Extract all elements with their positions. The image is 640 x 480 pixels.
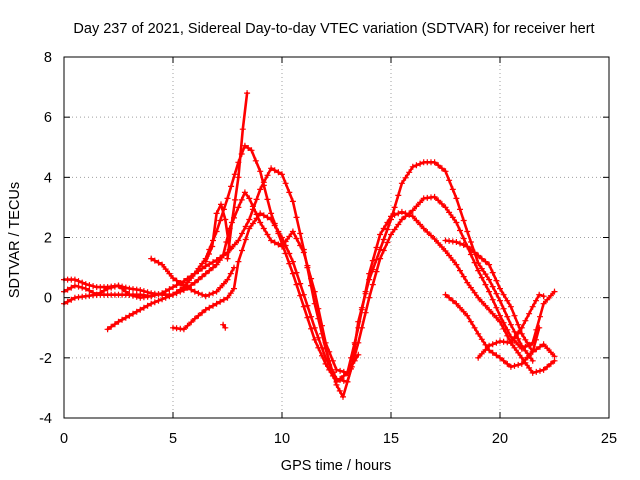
series-line <box>62 144 556 384</box>
plus-markers <box>442 291 543 370</box>
series-track-5 <box>224 90 251 262</box>
plus-markers <box>104 189 362 376</box>
labels: Day 237 of 2021, Sidereal Day-to-day VTE… <box>7 21 595 474</box>
ticks: 0 5 10 15 20 25 -4 -2 0 2 4 6 8 <box>39 50 617 447</box>
plus-markers <box>224 90 251 262</box>
y-tick-label: -4 <box>39 411 52 427</box>
y-tick-label: 2 <box>44 231 52 247</box>
y-tick-label: 0 <box>44 291 52 307</box>
chart-title: Day 237 of 2021, Sidereal Day-to-day VTE… <box>73 21 594 37</box>
x-tick-label: 15 <box>383 431 399 447</box>
data-series <box>61 90 558 400</box>
x-tick-label: 25 <box>601 431 617 447</box>
y-tick-label: 6 <box>44 110 52 126</box>
x-tick-label: 10 <box>274 431 290 447</box>
series-track-12 <box>220 321 229 331</box>
series-line <box>476 293 545 360</box>
plus-markers <box>475 291 547 361</box>
x-tick-label: 0 <box>60 431 68 447</box>
y-tick-label: 8 <box>44 50 52 66</box>
series-track-7 <box>202 201 233 265</box>
series-line <box>204 203 231 263</box>
series-track-1 <box>61 142 558 385</box>
y-tick-label: 4 <box>44 170 52 186</box>
series-track-6 <box>148 255 237 300</box>
series-line <box>444 293 541 369</box>
series-track-4 <box>104 189 362 376</box>
plus-markers <box>202 201 233 265</box>
x-tick-label: 20 <box>492 431 508 447</box>
series-track-9 <box>442 291 543 370</box>
plus-markers <box>220 321 229 331</box>
y-axis-label: SDTVAR / TECUs <box>7 182 23 298</box>
series-track-10 <box>475 291 547 361</box>
x-axis-label: GPS time / hours <box>281 458 391 474</box>
x-tick-label: 5 <box>169 431 177 447</box>
y-tick-label: -2 <box>39 351 52 367</box>
plus-markers <box>61 142 558 385</box>
plus-markers <box>148 255 237 300</box>
